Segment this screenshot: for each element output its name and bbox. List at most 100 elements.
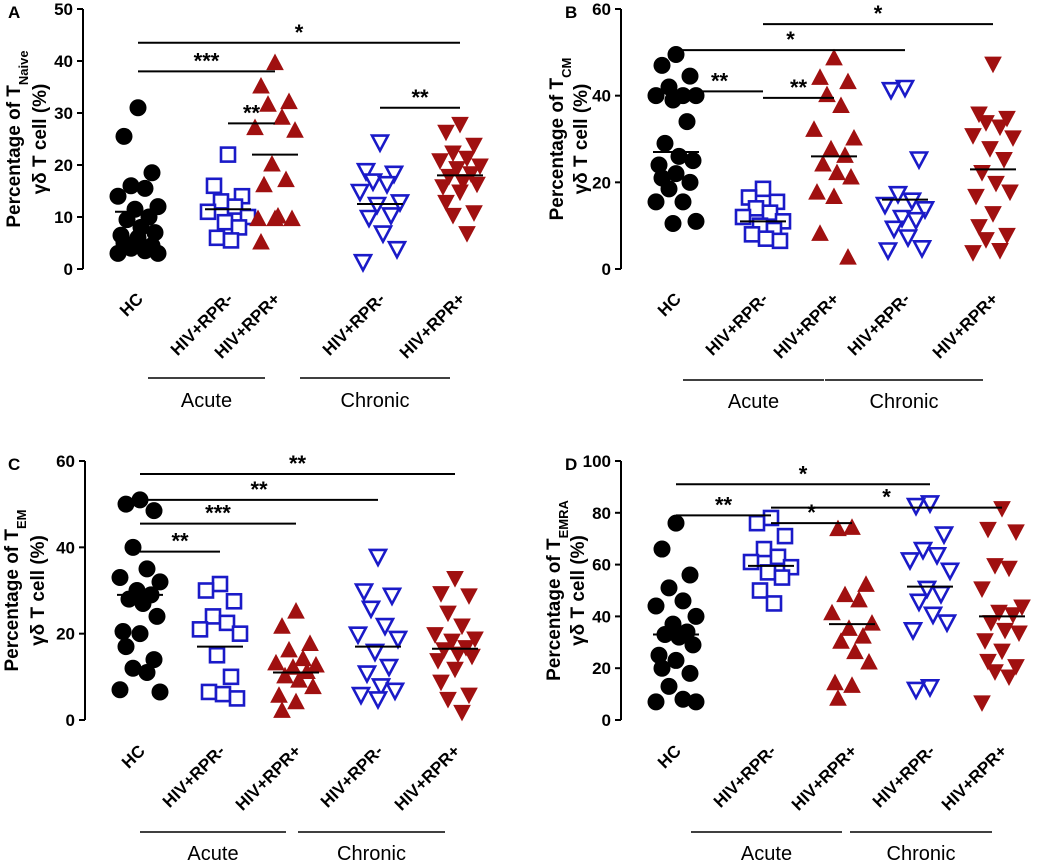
y-tick-label: 40 bbox=[592, 607, 611, 626]
data-point bbox=[808, 183, 826, 200]
data-point bbox=[122, 177, 140, 195]
data-point bbox=[814, 154, 832, 172]
data-point bbox=[255, 175, 273, 193]
data-point bbox=[919, 679, 941, 699]
data-point bbox=[149, 244, 167, 262]
data-point bbox=[863, 614, 881, 631]
category-label: HIV+RPR- bbox=[869, 741, 939, 811]
data-point bbox=[378, 658, 400, 678]
y-tick-label: 20 bbox=[54, 156, 73, 175]
significance-label: * bbox=[874, 1, 883, 26]
y-axis-label-line1: Percentage of TEMRA bbox=[544, 499, 571, 680]
significance-label: *** bbox=[194, 48, 220, 73]
data-point bbox=[211, 575, 229, 593]
data-point bbox=[446, 571, 464, 588]
panel-letter: A bbox=[8, 3, 20, 22]
data-point bbox=[823, 603, 841, 621]
data-point bbox=[660, 677, 678, 695]
y-axis-label-subscript: CM bbox=[559, 58, 574, 78]
data-point bbox=[280, 640, 298, 658]
data-point bbox=[460, 687, 478, 705]
data-point bbox=[432, 674, 450, 692]
category-label: HIV+RPR- bbox=[702, 289, 772, 359]
data-point bbox=[836, 146, 854, 163]
data-point bbox=[936, 614, 958, 634]
data-point bbox=[444, 145, 462, 163]
data-point bbox=[973, 695, 991, 712]
data-point bbox=[463, 648, 481, 666]
data-point bbox=[1007, 524, 1025, 541]
data-point bbox=[891, 209, 913, 229]
data-point bbox=[993, 643, 1011, 661]
data-point bbox=[115, 127, 133, 145]
data-point bbox=[939, 562, 961, 582]
data-point bbox=[880, 81, 902, 101]
data-point bbox=[832, 632, 850, 649]
data-point bbox=[996, 622, 1014, 640]
significance-label: *** bbox=[205, 501, 231, 526]
group-label: Acute bbox=[728, 391, 779, 413]
data-point bbox=[979, 521, 997, 539]
data-point bbox=[446, 661, 464, 679]
data-point bbox=[845, 128, 863, 146]
panel-letter: B bbox=[565, 3, 577, 22]
data-point bbox=[1004, 607, 1022, 624]
panel-letter: D bbox=[565, 455, 577, 474]
category-label: HIV+RPR+ bbox=[396, 289, 469, 362]
data-point bbox=[222, 668, 240, 686]
y-tick-label: 20 bbox=[592, 659, 611, 678]
data-point bbox=[902, 622, 924, 642]
y-tick-label: 40 bbox=[592, 87, 611, 106]
group-label: Chronic bbox=[337, 843, 406, 865]
category-label: HIV+RPR- bbox=[710, 741, 780, 811]
data-point bbox=[287, 602, 305, 619]
y-axis-label-line2: γδ T cell (%) bbox=[28, 535, 49, 646]
data-point bbox=[466, 631, 484, 649]
category-label: HIV+RPR- bbox=[844, 289, 914, 359]
data-point bbox=[151, 683, 169, 701]
data-point bbox=[653, 659, 671, 677]
data-point bbox=[751, 582, 769, 599]
data-point bbox=[384, 682, 406, 702]
y-axis-label-text: Percentage of T bbox=[547, 77, 568, 220]
data-point bbox=[973, 165, 991, 182]
data-point bbox=[138, 664, 156, 682]
significance-label: ** bbox=[243, 100, 261, 125]
data-point bbox=[370, 678, 392, 698]
data-point bbox=[197, 582, 215, 599]
data-point bbox=[1010, 625, 1028, 643]
data-point bbox=[360, 600, 382, 620]
data-point bbox=[742, 553, 760, 571]
data-point bbox=[270, 686, 288, 703]
data-point bbox=[842, 167, 860, 185]
category-label: HC bbox=[118, 741, 149, 772]
data-point bbox=[998, 110, 1016, 128]
data-point bbox=[664, 91, 682, 109]
data-point bbox=[964, 128, 982, 145]
data-point bbox=[761, 204, 779, 221]
data-point bbox=[117, 638, 135, 656]
data-point bbox=[993, 501, 1011, 518]
data-point bbox=[252, 232, 270, 250]
data-point bbox=[967, 188, 985, 206]
data-point bbox=[998, 227, 1016, 245]
category-label: HC bbox=[654, 289, 685, 320]
data-point bbox=[805, 120, 823, 137]
data-point bbox=[151, 573, 169, 591]
data-point bbox=[829, 689, 847, 706]
data-point bbox=[684, 636, 702, 654]
panel-letter: C bbox=[8, 455, 20, 474]
group-label: Chronic bbox=[887, 843, 956, 865]
significance-label: ** bbox=[171, 529, 189, 554]
data-point bbox=[458, 226, 476, 243]
data-point bbox=[205, 177, 223, 195]
category-label: HIV+RPR+ bbox=[788, 741, 861, 814]
data-point bbox=[372, 225, 394, 245]
data-point bbox=[818, 85, 836, 103]
data-point bbox=[364, 643, 386, 663]
data-point bbox=[117, 495, 135, 513]
data-point bbox=[380, 207, 402, 227]
data-point bbox=[434, 179, 452, 196]
data-point bbox=[451, 116, 469, 134]
category-label: HC bbox=[116, 289, 147, 320]
